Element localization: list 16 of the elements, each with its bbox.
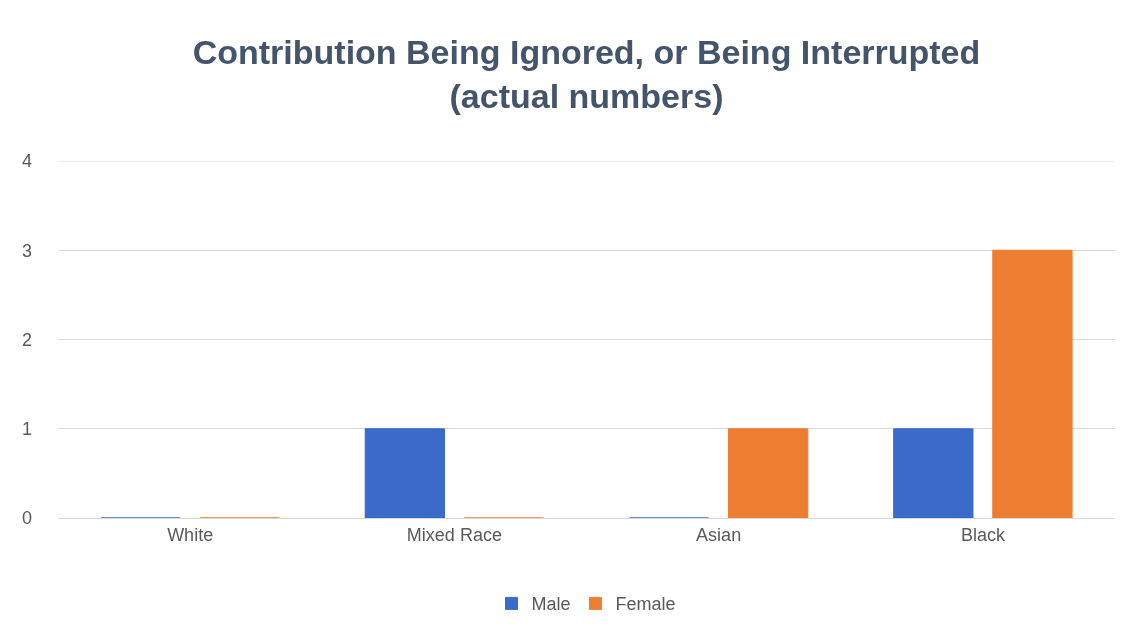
legend-label: Male (531, 594, 571, 615)
x-tick-label: Mixed Race (406, 524, 502, 545)
legend-label: Female (615, 594, 676, 615)
bar (364, 428, 445, 518)
y-tick-label: 3 (21, 240, 32, 261)
bar (728, 428, 809, 518)
y-tick-label: 1 (21, 419, 32, 440)
x-tick-label: White (167, 524, 214, 545)
y-tick-label: 2 (21, 329, 32, 350)
bar (992, 249, 1073, 518)
chart-title: Contribution Being Ignored, or Being Interrupted (actual numbers) (192, 32, 981, 116)
bar (893, 428, 974, 518)
x-tick-label: Asian (696, 524, 742, 545)
y-tick-label: 0 (21, 508, 32, 529)
x-tick-label: Black (960, 524, 1006, 545)
y-tick-label: 4 (21, 151, 32, 172)
